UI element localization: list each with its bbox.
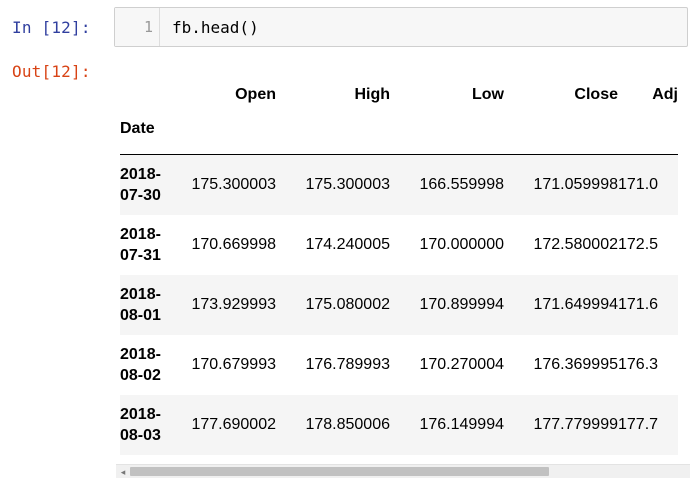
cell-adj: 176.3 [618, 355, 659, 373]
cell-adj: 171.0 [618, 175, 659, 193]
line-number: 1 [143, 18, 153, 36]
cell-low: 170.270004 [419, 355, 504, 373]
cell-high: 175.080002 [305, 295, 390, 313]
column-header-open: Open [235, 86, 276, 103]
cell-open: 170.669998 [191, 235, 276, 253]
cell-high: 178.850006 [305, 415, 390, 433]
output-prompt: Out[12]: [12, 62, 91, 81]
column-header-adj: Adj [652, 86, 678, 103]
cell-open: 173.929993 [191, 295, 276, 313]
table-row: 2018- 08-03 177.690002 178.850006 176.149… [120, 394, 678, 455]
cell-close: 176.369995 [533, 355, 618, 373]
cell-high: 176.789993 [305, 355, 390, 373]
cell-close: 171.649994 [533, 295, 618, 313]
cell-adj: 172.5 [618, 235, 659, 253]
index-name-row: Date [120, 120, 678, 155]
row-index-date: 2018- 08-03 [120, 405, 161, 444]
table-row: 2018- 08-01 173.929993 175.080002 170.899… [120, 274, 678, 335]
cell-low: 176.149994 [419, 415, 504, 433]
code-cell-input[interactable]: 1 fb.head() [114, 7, 688, 47]
output-area: Open High Low Close Adj Date 2018- 07-30 … [120, 70, 690, 480]
input-prompt: In [12]: [12, 18, 91, 37]
cell-close: 171.059998 [533, 175, 618, 193]
cell-low: 166.559998 [419, 175, 504, 193]
scrollbar-thumb[interactable] [130, 467, 549, 476]
cell-open: 177.690002 [191, 415, 276, 433]
code-text[interactable]: fb.head() [172, 18, 259, 37]
cell-open: 170.679993 [191, 355, 276, 373]
row-index-date: 2018- 07-31 [120, 225, 161, 264]
column-header-close: Close [574, 86, 618, 103]
cell-adj: 171.6 [618, 295, 659, 313]
column-header-low: Low [472, 86, 504, 103]
row-index-date: 2018- 07-30 [120, 165, 161, 204]
cell-high: 175.300003 [305, 175, 390, 193]
cell-high: 174.240005 [305, 235, 390, 253]
table-row: 2018- 07-30 175.300003 175.300003 166.559… [120, 154, 678, 215]
cell-open: 175.300003 [191, 175, 276, 193]
row-index-date: 2018- 08-01 [120, 285, 161, 324]
table-row: 2018- 08-02 170.679993 176.789993 170.270… [120, 335, 678, 395]
cell-low: 170.899994 [419, 295, 504, 313]
column-header-row: Open High Low Close Adj [120, 70, 678, 120]
line-number-gutter: 1 [115, 8, 160, 46]
dataframe-table: Open High Low Close Adj Date 2018- 07-30 … [120, 70, 678, 455]
cell-low: 170.000000 [419, 235, 504, 253]
row-index-date: 2018- 08-02 [120, 345, 161, 384]
cell-adj: 177.7 [618, 415, 659, 433]
index-name: Date [120, 120, 155, 137]
cell-close: 177.779999 [533, 415, 618, 433]
horizontal-scrollbar[interactable]: ◂ [116, 464, 690, 478]
index-corner [120, 70, 182, 120]
table-row: 2018- 07-31 170.669998 174.240005 170.000… [120, 215, 678, 275]
scroll-left-arrow-icon[interactable]: ◂ [120, 467, 126, 477]
cell-close: 172.580002 [533, 235, 618, 253]
column-header-high: High [354, 86, 390, 103]
